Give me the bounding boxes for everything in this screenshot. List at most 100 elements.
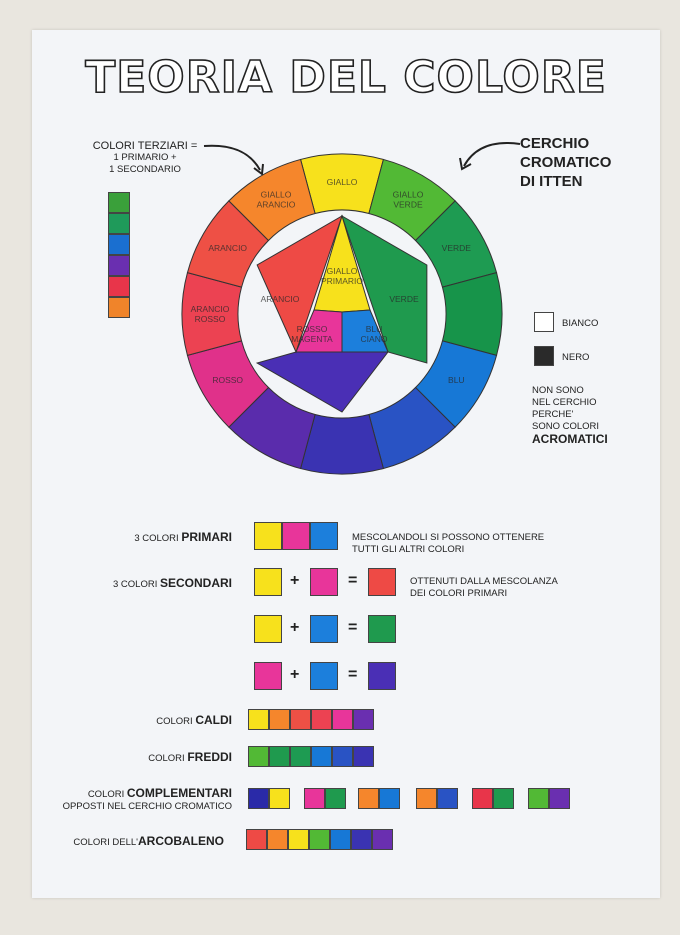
equals-sign: = — [348, 572, 358, 589]
freddi-label-prefix: COLORI — [148, 753, 185, 764]
achromatic-note-line3: PERCHE' — [532, 409, 574, 420]
wheel-segment-label: BLU — [448, 375, 465, 385]
caldi-label-prefix: COLORI — [156, 716, 193, 727]
achromatic-note-bold: ACROMATICI — [532, 432, 608, 446]
secondari-input-b-swatch — [310, 615, 338, 643]
wheel-caption-line1: CERCHIO — [520, 135, 590, 152]
bianco-swatch — [534, 312, 554, 332]
complementari-swatch-b — [379, 788, 400, 809]
plus-sign: + — [290, 619, 300, 636]
bianco-label: BIANCO — [562, 318, 599, 329]
achromatic-note-line1: NON SONO — [532, 385, 584, 396]
arcobaleno-swatch — [372, 829, 393, 850]
arcobaleno-label-bold: ARCOBALENO — [138, 834, 224, 848]
complementari-swatch-b — [269, 788, 290, 809]
secondary-orange-label: ARANCIO — [261, 294, 300, 304]
complementari-swatch-a — [304, 788, 325, 809]
secondari-result-swatch — [368, 568, 396, 596]
complementari-swatch-a — [416, 788, 437, 809]
primari-label-prefix: 3 COLORI — [134, 533, 179, 544]
complementari-swatch-b — [325, 788, 346, 809]
wheel-caption: CERCHIO CROMATICO DI ITTEN — [520, 134, 640, 191]
caldi-swatch — [248, 709, 269, 730]
wheel-segment — [228, 158, 316, 242]
secondary-green-label: VERDE — [389, 294, 419, 304]
caldi-swatch — [290, 709, 311, 730]
wheel-segment-label: GIALLO ARANCIO — [257, 190, 296, 210]
wheel-segment-label: ARANCIO ROSSO — [191, 304, 230, 324]
freddi-swatch — [332, 746, 353, 767]
tertiary-note-line3: 1 SECONDARIO — [109, 164, 181, 175]
equals-sign: = — [348, 619, 358, 636]
freddi-swatch — [311, 746, 332, 767]
primary-cyan-label: BLU CIANO — [361, 324, 388, 344]
primari-swatch — [310, 522, 338, 550]
primari-note-line2: TUTTI GLI ALTRI COLORI — [352, 544, 465, 555]
tertiary-swatch — [108, 255, 130, 276]
caldi-swatch — [311, 709, 332, 730]
tertiary-note-line1: COLORI TERZIARI = — [92, 140, 198, 152]
freddi-swatch — [290, 746, 311, 767]
wheel-caption-line3: DI ITTEN — [520, 173, 583, 190]
primari-swatch — [282, 522, 310, 550]
secondari-label-bold: SECONDARI — [159, 576, 232, 590]
tertiary-note-line2: 1 PRIMARIO + — [113, 152, 177, 163]
wheel-caption-line2: CROMATICO — [520, 154, 612, 171]
nero-swatch — [534, 346, 554, 366]
tertiary-swatch — [108, 276, 130, 297]
arcobaleno-label-prefix: COLORI DELL' — [73, 837, 138, 848]
secondari-result-swatch — [368, 662, 396, 690]
tertiary-swatch — [108, 192, 130, 213]
complementari-swatch-b — [437, 788, 458, 809]
primari-swatch — [254, 522, 282, 550]
caldi-label-bold: CALDI — [195, 713, 232, 727]
complementari-label-prefix: COLORI — [87, 789, 125, 800]
page-title: TEORIA DEL COLORE — [84, 51, 607, 104]
arcobaleno-label: COLORI DELL'ARCOBALENO — [52, 834, 224, 848]
wheel-segment-label: ROSSO — [212, 375, 243, 385]
primari-label: 3 COLORI PRIMARI — [72, 530, 232, 544]
freddi-swatch — [248, 746, 269, 767]
secondari-input-a-swatch — [254, 615, 282, 643]
tertiary-swatch — [108, 234, 130, 255]
caldi-swatch — [332, 709, 353, 730]
poster-sheet: TEORIA DEL COLORE COLORI TERZIARI = 1 PR… — [32, 30, 660, 898]
caldi-swatch — [269, 709, 290, 730]
complementari-swatch-a — [358, 788, 379, 809]
arcobaleno-swatch — [330, 829, 351, 850]
nero-label: NERO — [562, 352, 590, 363]
wheel-segment-label: GIALLO — [327, 177, 358, 187]
freddi-label-bold: FREDDI — [187, 750, 232, 764]
primari-note-line1: MESCOLANDOLI SI POSSONO OTTENERE — [352, 532, 545, 543]
arcobaleno-swatch — [351, 829, 372, 850]
complementari-swatch-a — [248, 788, 269, 809]
freddi-label: COLORI FREDDI — [72, 750, 232, 764]
secondary-triangle-green — [341, 214, 428, 364]
wheel-segment-label: GIALLO VERDE — [393, 190, 424, 210]
complementari-label: COLORI COMPLEMENTARI OPPOSTI NEL CERCHIO… — [52, 786, 232, 812]
secondari-input-b-swatch — [310, 662, 338, 690]
tertiary-swatch — [108, 213, 130, 234]
secondari-note: OTTENUTI DALLA MESCOLANZA DEI COLORI PRI… — [410, 576, 558, 600]
achromatic-note-line2: NEL CERCHIO — [532, 397, 597, 408]
tertiary-note: COLORI TERZIARI = 1 PRIMARIO + 1 SECONDA… — [80, 140, 210, 176]
primary-yellow-label: GIALLO PRIMARIO — [321, 266, 363, 286]
primary-magenta-label: ROSSO MAGENTA — [291, 324, 333, 344]
plus-sign: + — [290, 572, 300, 589]
secondary-triangle-orange — [256, 214, 343, 354]
secondari-note-line2: DEI COLORI PRIMARI — [410, 588, 508, 599]
achromatic-note-line4: SONO COLORI — [532, 421, 600, 432]
primary-cyan — [341, 309, 389, 353]
arcobaleno-swatch — [288, 829, 309, 850]
secondari-label-prefix: 3 COLORI — [112, 579, 158, 590]
complementari-label-line2: OPPOSTI NEL CERCHIO CROMATICO — [62, 801, 232, 812]
complementari-swatch-b — [493, 788, 514, 809]
primari-label-bold: PRIMARI — [181, 530, 232, 544]
wheel-segment-label: ARANCIO — [208, 243, 247, 253]
secondari-note-line1: OTTENUTI DALLA MESCOLANZA — [410, 576, 558, 587]
secondari-input-b-swatch — [310, 568, 338, 596]
equals-sign: = — [348, 666, 358, 683]
caldi-swatch — [353, 709, 374, 730]
tertiary-swatch — [108, 297, 130, 318]
